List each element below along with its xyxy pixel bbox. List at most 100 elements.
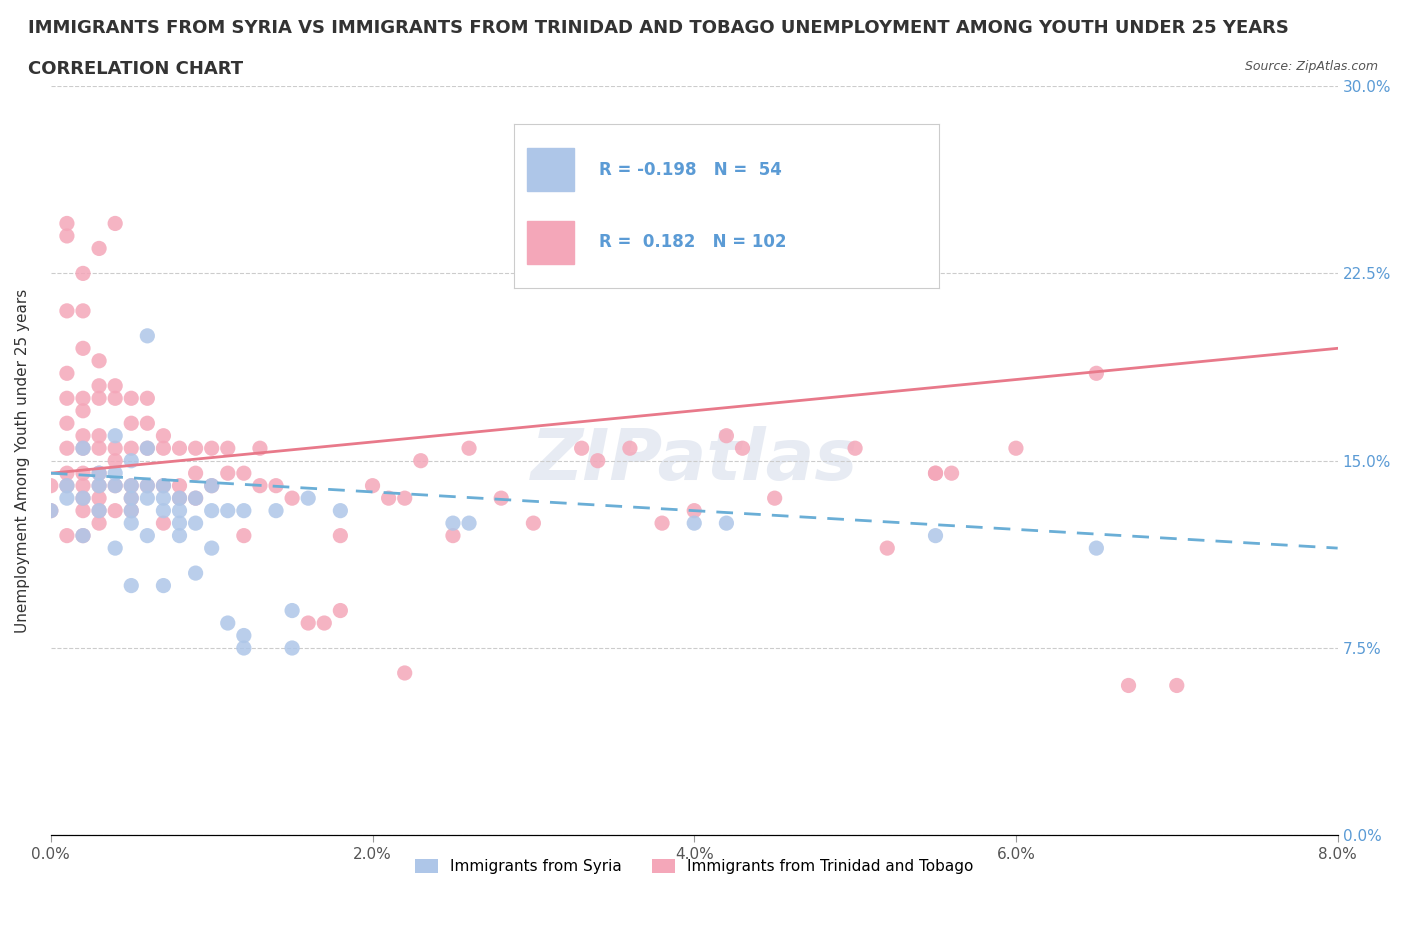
Point	[72, 404, 94, 418]
Point	[281, 641, 304, 656]
Point	[72, 478, 94, 493]
Point	[314, 616, 336, 631]
Y-axis label: Unemployment Among Youth under 25 years: Unemployment Among Youth under 25 years	[15, 288, 30, 632]
Point	[1118, 678, 1140, 693]
Point	[136, 528, 159, 543]
Text: IMMIGRANTS FROM SYRIA VS IMMIGRANTS FROM TRINIDAD AND TOBAGO UNEMPLOYMENT AMONG : IMMIGRANTS FROM SYRIA VS IMMIGRANTS FROM…	[28, 19, 1289, 36]
Point	[201, 441, 224, 456]
Point	[152, 516, 174, 531]
Point	[394, 666, 416, 681]
Point	[56, 478, 79, 493]
Point	[72, 391, 94, 405]
Point	[924, 528, 946, 543]
Point	[56, 229, 79, 244]
Point	[56, 391, 79, 405]
Point	[201, 478, 224, 493]
Point	[120, 453, 142, 468]
Point	[72, 528, 94, 543]
Point	[329, 604, 352, 618]
Point	[104, 453, 127, 468]
Point	[87, 466, 110, 481]
Point	[120, 391, 142, 405]
Point	[297, 616, 319, 631]
Point	[377, 491, 399, 506]
Point	[394, 491, 416, 506]
Point	[586, 453, 609, 468]
Point	[716, 516, 738, 531]
Point	[120, 416, 142, 431]
Point	[297, 491, 319, 506]
Point	[169, 516, 191, 531]
Point	[201, 478, 224, 493]
Point	[152, 578, 174, 593]
Point	[1085, 540, 1108, 555]
Point	[763, 491, 786, 506]
Point	[87, 491, 110, 506]
Point	[87, 503, 110, 518]
Point	[87, 441, 110, 456]
Point	[201, 540, 224, 555]
Point	[201, 503, 224, 518]
Point	[72, 466, 94, 481]
Point	[152, 491, 174, 506]
Point	[72, 429, 94, 444]
Point	[683, 503, 706, 518]
Point	[232, 466, 254, 481]
Point	[104, 503, 127, 518]
Point	[249, 441, 271, 456]
Point	[56, 528, 79, 543]
Point	[169, 528, 191, 543]
Point	[619, 441, 641, 456]
Point	[87, 379, 110, 393]
Point	[184, 441, 207, 456]
Point	[87, 478, 110, 493]
Point	[232, 641, 254, 656]
Point	[136, 328, 159, 343]
Point	[409, 453, 432, 468]
Point	[152, 478, 174, 493]
Point	[39, 503, 62, 518]
Point	[56, 466, 79, 481]
Point	[217, 441, 239, 456]
Point	[184, 516, 207, 531]
Point	[56, 216, 79, 231]
Point	[136, 491, 159, 506]
Point	[329, 503, 352, 518]
Point	[87, 478, 110, 493]
Point	[72, 341, 94, 356]
Point	[217, 616, 239, 631]
Point	[104, 478, 127, 493]
Point	[72, 266, 94, 281]
Point	[56, 441, 79, 456]
Point	[56, 365, 79, 380]
Point	[87, 391, 110, 405]
Point	[441, 516, 464, 531]
Point	[136, 478, 159, 493]
Point	[281, 491, 304, 506]
Point	[72, 491, 94, 506]
Point	[87, 353, 110, 368]
Point	[1166, 678, 1188, 693]
Point	[120, 516, 142, 531]
Point	[844, 441, 866, 456]
Point	[120, 491, 142, 506]
Point	[56, 416, 79, 431]
Point	[169, 491, 191, 506]
Point	[169, 478, 191, 493]
Point	[136, 478, 159, 493]
Point	[120, 478, 142, 493]
Point	[924, 466, 946, 481]
Point	[716, 429, 738, 444]
Point	[104, 441, 127, 456]
Point	[72, 503, 94, 518]
Point	[458, 441, 481, 456]
Point	[169, 441, 191, 456]
Point	[184, 491, 207, 506]
Text: ZIPatlas: ZIPatlas	[530, 426, 858, 495]
Point	[924, 466, 946, 481]
Point	[152, 478, 174, 493]
Point	[39, 503, 62, 518]
Point	[489, 491, 512, 506]
Point	[72, 441, 94, 456]
Point	[169, 503, 191, 518]
